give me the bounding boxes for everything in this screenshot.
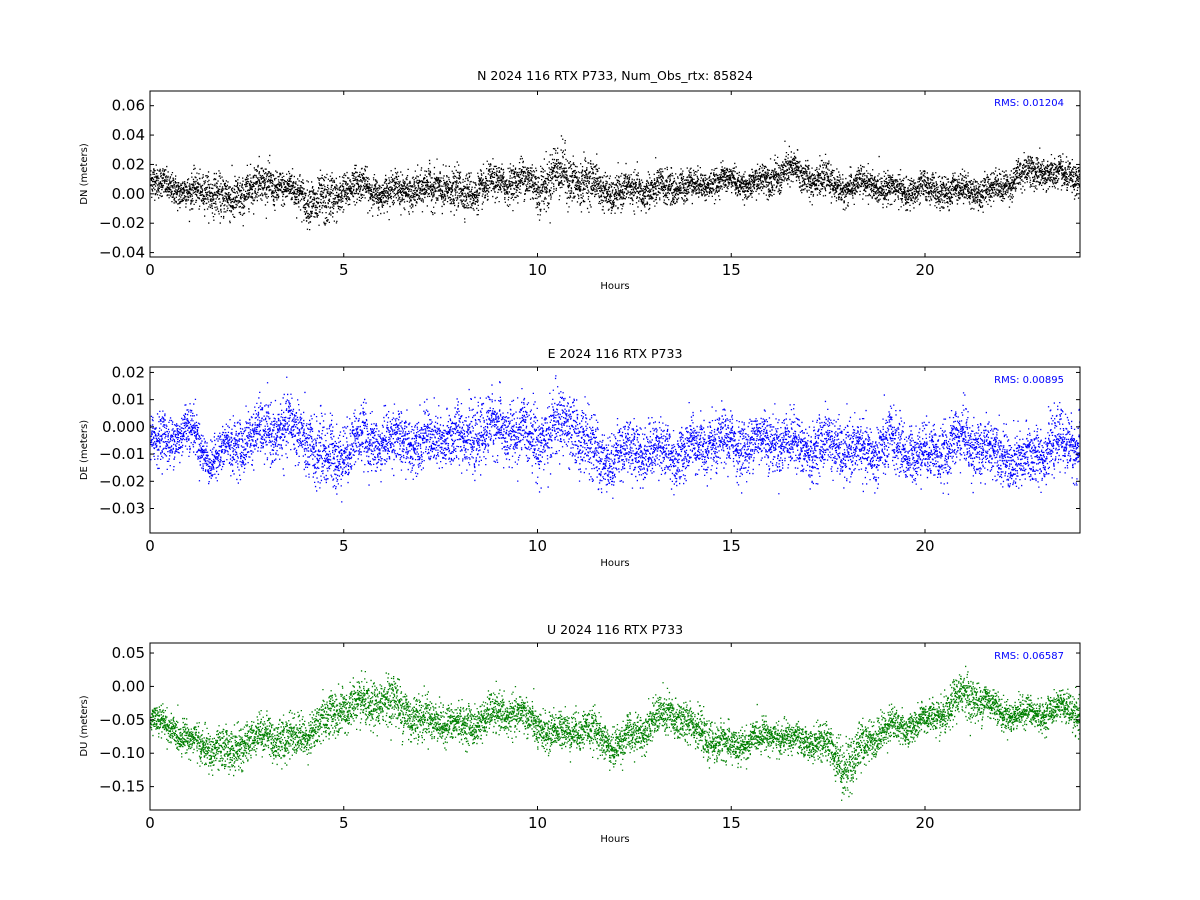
y-tick-label: −0.05	[99, 711, 145, 729]
x-tick-label: 20	[915, 537, 934, 555]
x-tick-label: 20	[915, 261, 934, 279]
data-points	[150, 135, 1080, 231]
x-axis-label: Hours	[600, 834, 629, 845]
x-tick-label: 5	[339, 814, 349, 832]
y-axis-label: DN (meters)	[79, 143, 90, 205]
plot-area: 0 5 10 15 20 −0.03 −0.02 −0.01 0.000 0.01 0.02	[99, 363, 1081, 555]
panel-title: N 2024 116 RTX P733, Num_Obs_rtx: 85824	[477, 68, 753, 83]
x-axis-label: Hours	[600, 281, 629, 292]
panel-title: U 2024 116 RTX P733	[547, 622, 683, 637]
axes-frame	[149, 90, 1081, 258]
y-tick-label: −0.04	[99, 244, 145, 262]
x-tick-label: 15	[722, 537, 741, 555]
x-tick-label: 5	[339, 261, 349, 279]
rms-annotation: RMS: 0.01204	[994, 98, 1064, 109]
y-tick-label: −0.02	[99, 214, 145, 232]
axes-frame	[149, 642, 1081, 811]
y-tick-label: 0.06	[112, 97, 145, 115]
x-tick-label: 0	[145, 814, 155, 832]
data-points	[150, 665, 1080, 801]
y-tick-label: 0.00	[112, 185, 145, 203]
x-tick-label: 10	[528, 814, 547, 832]
y-axis-label: DE (meters)	[79, 420, 90, 480]
x-tick-label: 0	[145, 537, 155, 555]
x-tick-label: 10	[528, 261, 547, 279]
y-tick-label: −0.15	[99, 778, 145, 796]
x-tick-label: 20	[915, 814, 934, 832]
y-tick-label: 0.02	[112, 363, 145, 381]
panel-title: E 2024 116 RTX P733	[548, 346, 683, 361]
x-tick-label: 5	[339, 537, 349, 555]
y-tick-label: 0.04	[112, 126, 145, 144]
x-tick-label: 15	[722, 814, 741, 832]
y-tick-label: −0.01	[99, 445, 145, 463]
y-tick-label: 0.02	[112, 155, 145, 173]
y-axis-label: DU (meters)	[79, 695, 90, 756]
x-tick-label: 0	[145, 261, 155, 279]
x-tick-label: 10	[528, 537, 547, 555]
panel-up: U 2024 116 RTX P733 0 5 10 15 20 −0.15 −0.10 −0…	[79, 622, 1081, 845]
panel-east: E 2024 116 RTX P733 0 5 10 15 20 −0.03 −0.02 −0…	[79, 346, 1081, 569]
data-points	[150, 375, 1080, 503]
y-tick-label: 0.000	[102, 418, 145, 436]
x-axis-label: Hours	[600, 558, 629, 569]
axes-frame	[149, 366, 1081, 534]
y-tick-label: −0.03	[99, 500, 145, 518]
panel-north: N 2024 116 RTX P733, Num_Obs_rtx: 85824 …	[79, 68, 1081, 292]
y-tick-label: 0.05	[112, 644, 145, 662]
y-tick-label: −0.10	[99, 744, 145, 762]
y-tick-label: 0.00	[112, 677, 145, 695]
x-tick-label: 15	[722, 261, 741, 279]
plot-area: 0 5 10 15 20 −0.04 −0.02 0.00 0.02 0.04 0.06	[99, 90, 1081, 279]
y-tick-label: −0.02	[99, 472, 145, 490]
rms-annotation: RMS: 0.06587	[994, 651, 1064, 662]
y-tick-label: 0.01	[112, 391, 145, 409]
plot-area: 0 5 10 15 20 −0.15 −0.10 −0.05 0.00 0.05	[99, 642, 1081, 832]
rms-annotation: RMS: 0.00895	[994, 375, 1064, 386]
